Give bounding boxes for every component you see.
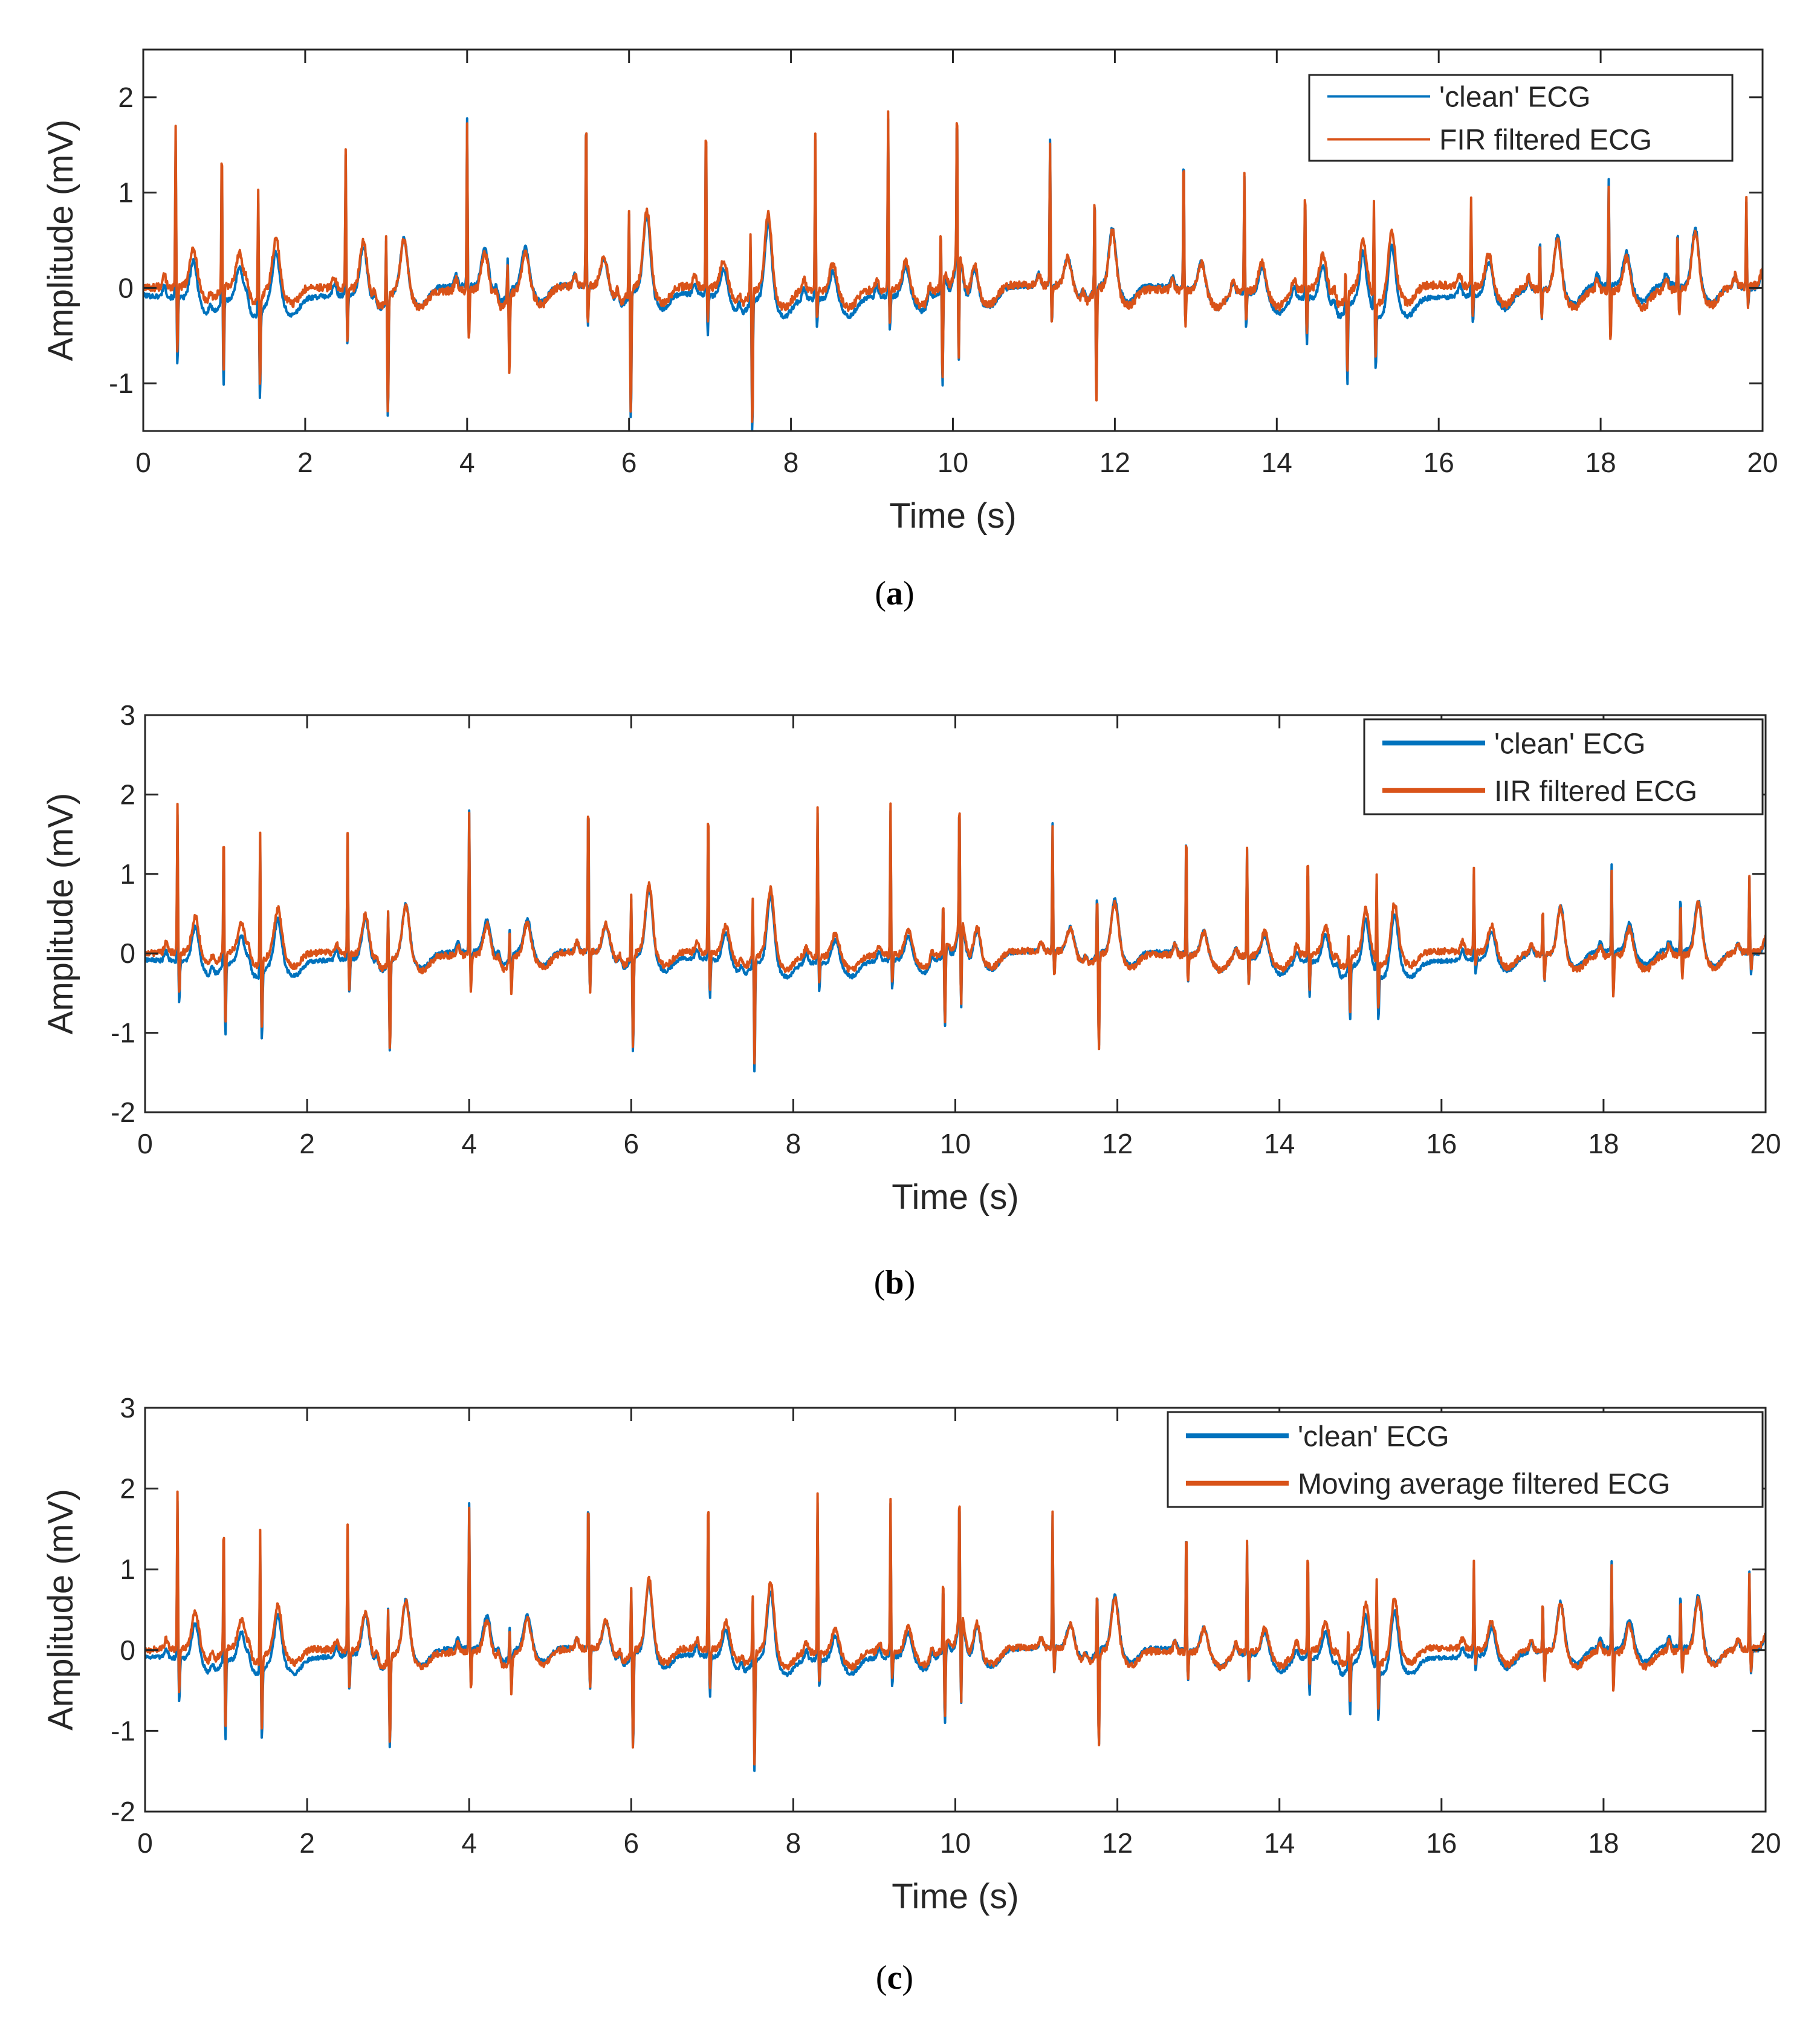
y-tick-label: 0 bbox=[120, 938, 135, 969]
legend-box bbox=[1308, 74, 1734, 162]
legend-label: Moving average filtered ECG bbox=[1298, 1468, 1670, 1500]
x-tick-label: 16 bbox=[1423, 447, 1454, 478]
y-tick-label: 0 bbox=[118, 272, 134, 303]
x-tick-label: 18 bbox=[1588, 1827, 1619, 1859]
x-tick-label: 10 bbox=[940, 1128, 971, 1159]
legend: 'clean' ECG IIR filtered ECG bbox=[1363, 718, 1764, 815]
y-tick-label: 3 bbox=[120, 1392, 135, 1424]
y-tick-label: 0 bbox=[120, 1634, 135, 1666]
x-tick-label: 2 bbox=[299, 1128, 315, 1159]
series-line-filtered-ecg bbox=[145, 1490, 1766, 1766]
panel-caption-letter: b bbox=[885, 1264, 904, 1301]
x-tick-label: 12 bbox=[1102, 1128, 1133, 1159]
legend-label: 'clean' ECG bbox=[1494, 728, 1645, 760]
x-tick-label: 8 bbox=[783, 447, 799, 478]
x-tick-label: 2 bbox=[299, 1827, 315, 1859]
x-tick-label: 20 bbox=[1750, 1827, 1781, 1859]
x-tick-label: 12 bbox=[1099, 447, 1130, 478]
series-group bbox=[145, 802, 1766, 1073]
y-tick-label: -1 bbox=[109, 368, 134, 399]
x-tick-label: 20 bbox=[1750, 1128, 1781, 1159]
panel-caption: (b) bbox=[874, 1264, 915, 1301]
x-tick-label: 8 bbox=[786, 1827, 802, 1859]
legend: 'clean' ECG FIR filtered ECG bbox=[1308, 74, 1734, 162]
y-tick-label: -1 bbox=[111, 1017, 135, 1049]
y-tick-label: -1 bbox=[111, 1715, 135, 1746]
y-axis-label: Amplitude (mV) bbox=[41, 1489, 80, 1731]
x-tick-label: 10 bbox=[938, 447, 968, 478]
x-tick-label: 0 bbox=[135, 447, 151, 478]
legend-label: FIR filtered ECG bbox=[1439, 125, 1652, 157]
x-tick-label: 16 bbox=[1426, 1128, 1457, 1159]
x-tick-label: 18 bbox=[1588, 1128, 1619, 1159]
panel-caption: (a) bbox=[875, 575, 914, 612]
legend-label: 'clean' ECG bbox=[1439, 82, 1590, 114]
x-tick-label: 14 bbox=[1264, 1827, 1295, 1859]
x-tick-label: 8 bbox=[786, 1128, 802, 1159]
y-tick-label: 2 bbox=[120, 1473, 135, 1505]
legend-label: IIR filtered ECG bbox=[1494, 776, 1697, 808]
legend-label: 'clean' ECG bbox=[1298, 1421, 1449, 1453]
y-tick-label: -2 bbox=[111, 1097, 135, 1128]
y-axis-label: Amplitude (mV) bbox=[41, 793, 80, 1035]
x-tick-label: 12 bbox=[1102, 1827, 1133, 1859]
x-tick-label: 18 bbox=[1585, 447, 1616, 478]
series-line-filtered-ecg bbox=[145, 802, 1766, 1065]
x-axis-label: Time (s) bbox=[892, 1877, 1018, 1916]
series-group bbox=[143, 110, 1763, 431]
x-tick-label: 6 bbox=[621, 447, 637, 478]
y-tick-label: 1 bbox=[120, 858, 135, 890]
y-tick-label: 2 bbox=[118, 82, 134, 113]
x-tick-label: 6 bbox=[624, 1827, 640, 1859]
x-tick-label: 2 bbox=[297, 447, 313, 478]
legend-box bbox=[1363, 718, 1764, 815]
x-tick-label: 14 bbox=[1264, 1128, 1295, 1159]
y-tick-label: 3 bbox=[120, 699, 135, 731]
x-tick-label: 0 bbox=[137, 1128, 153, 1159]
series-group bbox=[145, 1490, 1766, 1772]
series-line-filtered-ecg bbox=[143, 110, 1763, 423]
legend: 'clean' ECG Moving average filtered ECG bbox=[1167, 1411, 1764, 1508]
x-tick-label: 4 bbox=[461, 1128, 477, 1159]
x-tick-label: 0 bbox=[137, 1827, 153, 1859]
panel-caption-letter: c bbox=[887, 1959, 902, 1997]
panel-caption-letter: a bbox=[886, 575, 903, 612]
x-tick-label: 4 bbox=[461, 1827, 477, 1859]
x-tick-label: 16 bbox=[1426, 1827, 1457, 1859]
x-tick-label: 4 bbox=[459, 447, 475, 478]
x-tick-label: 14 bbox=[1261, 447, 1292, 478]
y-tick-label: 2 bbox=[120, 779, 135, 810]
y-axis-label: Amplitude (mV) bbox=[41, 120, 80, 361]
panel-caption: (c) bbox=[876, 1959, 913, 1997]
y-tick-label: 1 bbox=[118, 177, 134, 209]
x-tick-label: 20 bbox=[1747, 447, 1778, 478]
x-tick-label: 6 bbox=[624, 1128, 640, 1159]
y-tick-label: -2 bbox=[111, 1796, 135, 1827]
x-tick-label: 10 bbox=[940, 1827, 971, 1859]
y-tick-label: 1 bbox=[120, 1553, 135, 1585]
legend-box bbox=[1167, 1411, 1764, 1508]
x-axis-label: Time (s) bbox=[892, 1178, 1018, 1217]
x-axis-label: Time (s) bbox=[889, 496, 1016, 536]
